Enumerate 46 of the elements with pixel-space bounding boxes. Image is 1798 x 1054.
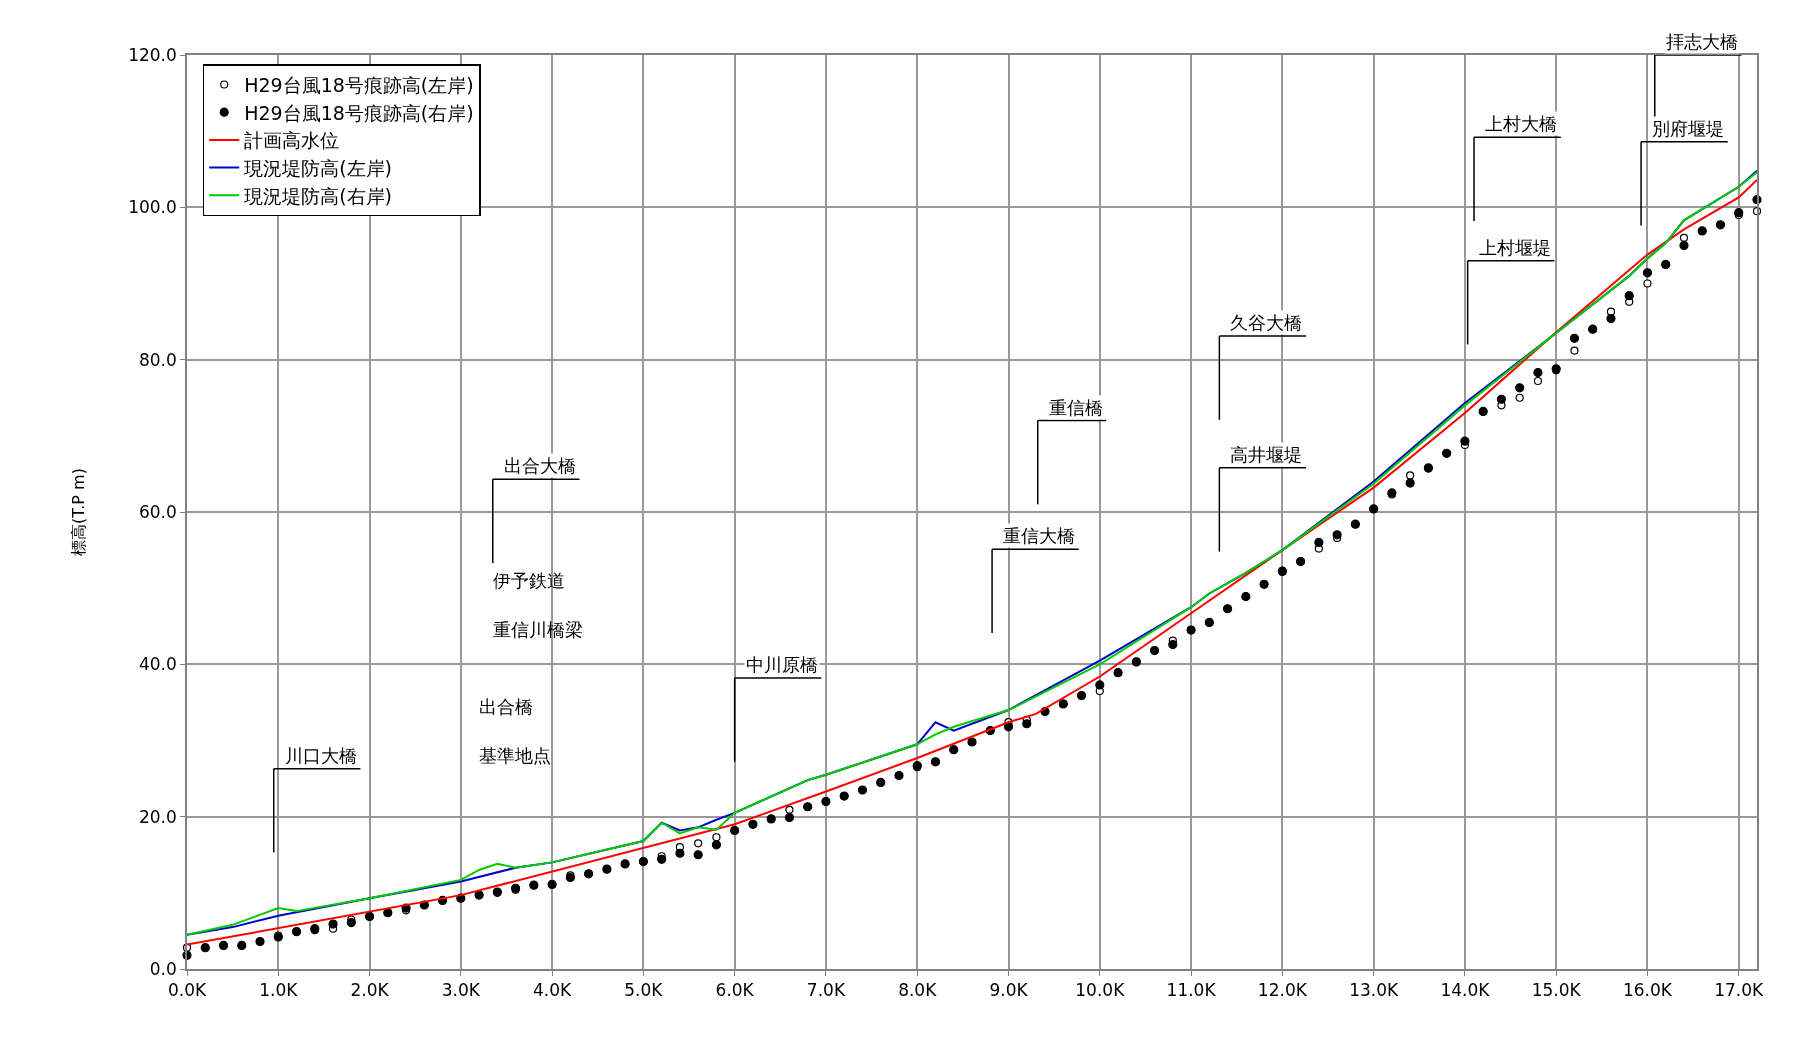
annotation: 久谷大橋 — [1230, 312, 1302, 333]
x-tick-label: 9.0K — [989, 980, 1029, 1001]
annotation: 上村堰堤 — [1479, 237, 1551, 258]
x-tick-label: 1.0K — [259, 980, 299, 1001]
x-tick-label: 14.0K — [1440, 980, 1491, 1001]
annotation: 別府堰堤 — [1652, 118, 1724, 139]
y-tick-label: 80.0 — [138, 349, 177, 370]
annotation: 上村大橋 — [1485, 113, 1557, 134]
annotation: 高井堰堤 — [1230, 444, 1302, 465]
legend-label: H29台風18号痕跡高(左岸) — [244, 73, 474, 96]
x-tick-label: 12.0K — [1257, 980, 1308, 1001]
x-tick-label: 10.0K — [1075, 980, 1126, 1001]
x-tick-label: 3.0K — [441, 980, 481, 1001]
annotation: 出合橋 — [479, 696, 533, 717]
y-tick-label: 120.0 — [128, 44, 177, 65]
annotation: 重信川橋梁 — [493, 619, 583, 640]
y-axis-title: 標高(T.P m) — [68, 468, 88, 556]
y-tick-label: 20.0 — [138, 806, 177, 827]
annotation: 川口大橋 — [285, 745, 357, 766]
x-tick-label: 0.0K — [167, 980, 207, 1001]
x-tick-label: 4.0K — [533, 980, 573, 1001]
annotation: 重信橋 — [1049, 397, 1103, 418]
annotation: 伊予鉄道 — [493, 570, 565, 591]
x-tick-label: 5.0K — [624, 980, 664, 1001]
legend-label: 現況堤防高(右岸) — [244, 184, 393, 207]
x-tick-label: 8.0K — [898, 980, 938, 1001]
y-tick-label: 60.0 — [138, 501, 177, 522]
x-tick-label: 2.0K — [350, 980, 390, 1001]
y-tick-label: 40.0 — [138, 654, 177, 675]
annotation: 中川原橋 — [746, 654, 818, 675]
y-tick-label: 0.0 — [149, 958, 177, 979]
legend-label: 計画高水位 — [244, 129, 340, 152]
x-tick-label: 17.0K — [1714, 980, 1765, 1001]
x-tick-label: 13.0K — [1349, 980, 1399, 1001]
text: 拝志大橋 — [1666, 31, 1738, 52]
x-tick-label: 11.0K — [1166, 980, 1217, 1001]
annotation: 基準地点 — [479, 745, 551, 766]
legend-label: H29台風18号痕跡高(右岸) — [244, 101, 474, 124]
annotation: 重信大橋 — [1003, 525, 1075, 546]
y-tick-label: 100.0 — [128, 197, 177, 218]
x-tick-label: 15.0K — [1531, 980, 1582, 1001]
x-tick-label: 6.0K — [715, 980, 755, 1001]
x-tick-label: 16.0K — [1622, 980, 1673, 1001]
legend-label: 現況堤防高(左岸) — [244, 157, 393, 179]
annotation: 出合大橋 — [504, 455, 576, 476]
x-tick-label: 7.0K — [806, 980, 846, 1001]
